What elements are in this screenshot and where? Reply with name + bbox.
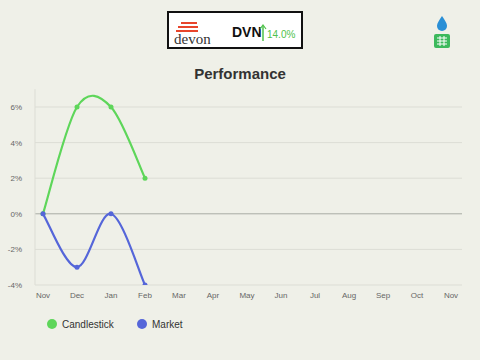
x-tick-label: Jul bbox=[310, 291, 320, 300]
y-tick-label: 4% bbox=[10, 139, 22, 148]
series-line bbox=[43, 96, 145, 214]
legend-label: Candlestick bbox=[62, 319, 115, 330]
x-tick-label: Mar bbox=[172, 291, 186, 300]
header-box bbox=[168, 12, 302, 48]
series-point bbox=[41, 211, 46, 216]
x-tick-label: Jan bbox=[105, 291, 118, 300]
series-point bbox=[143, 283, 148, 286]
title: Performance bbox=[194, 65, 286, 82]
legend-label: Market bbox=[152, 319, 183, 330]
series-line bbox=[43, 214, 145, 285]
app-icon-lines bbox=[437, 36, 447, 46]
x-tick-label: Oct bbox=[411, 291, 424, 300]
grid-line bbox=[35, 107, 462, 108]
plot-area bbox=[41, 96, 148, 285]
y-tick-label: 2% bbox=[10, 174, 22, 183]
logo-bar bbox=[178, 26, 198, 28]
x-tick-label: May bbox=[239, 291, 254, 300]
app-icon bbox=[434, 34, 450, 48]
grid-line bbox=[35, 249, 462, 250]
grid-line bbox=[35, 213, 462, 214]
series-point bbox=[75, 105, 80, 110]
x-tick-label: Apr bbox=[207, 291, 220, 300]
logo-bar bbox=[181, 22, 197, 24]
x-tick-label: Nov bbox=[36, 291, 50, 300]
x-tick-label: Sep bbox=[376, 291, 391, 300]
series-point bbox=[75, 265, 80, 270]
y-tick-label: 6% bbox=[10, 103, 22, 112]
up-arrow bbox=[262, 26, 264, 41]
chart: devon DVN 14.0% Performance -4% -2% 0% 2% 4% 6% No… bbox=[0, 0, 480, 360]
legend-swatch bbox=[47, 319, 57, 329]
grid-line bbox=[35, 142, 462, 143]
series-point bbox=[109, 105, 114, 110]
series-point bbox=[41, 211, 46, 216]
up-arrow-head bbox=[260, 25, 266, 29]
series-point bbox=[143, 176, 148, 181]
x-tick-label: Dec bbox=[70, 291, 84, 300]
x-tick-label: Jun bbox=[275, 291, 288, 300]
logo: devon bbox=[174, 31, 211, 47]
grid-line bbox=[35, 285, 462, 286]
drop-icon bbox=[437, 16, 447, 31]
y-axis bbox=[35, 89, 36, 285]
series-point bbox=[109, 211, 114, 216]
ticker: DVN bbox=[232, 24, 262, 40]
y-tick-label: -2% bbox=[8, 245, 22, 254]
y-tick-label: -4% bbox=[8, 281, 22, 290]
x-tick-label: Feb bbox=[138, 291, 152, 300]
legend-swatch bbox=[137, 319, 147, 329]
change: 14.0% bbox=[267, 29, 295, 40]
grid-line bbox=[35, 178, 462, 179]
y-tick-label: 0% bbox=[10, 210, 22, 219]
x-tick-label: Nov bbox=[444, 291, 458, 300]
x-tick-label: Aug bbox=[342, 291, 356, 300]
